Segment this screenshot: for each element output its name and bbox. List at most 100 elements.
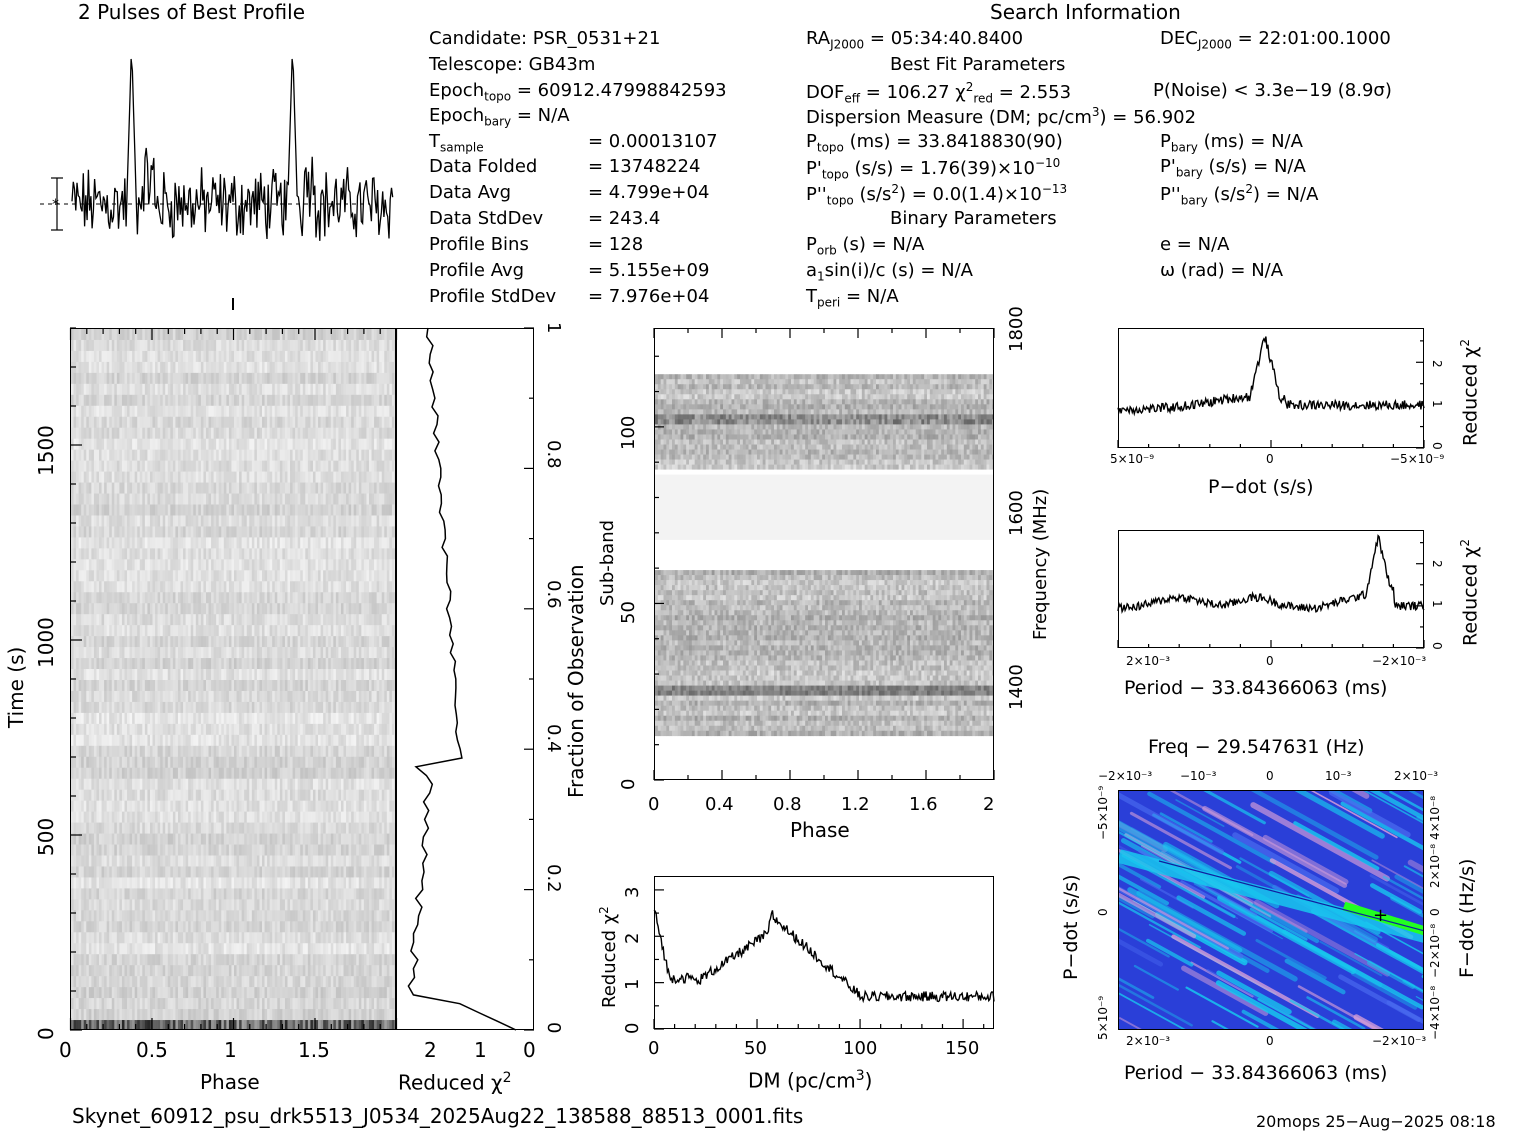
time-phase-cell [106,416,110,429]
time-phase-cell [211,427,214,439]
time-phase-cell [88,405,92,418]
time-phase-cell [300,405,304,418]
time-phase-cell [391,416,395,429]
time-phase-cell [297,460,301,472]
time-phase-cell [137,427,141,439]
time-phase-cell [76,416,79,429]
time-phase-cell [76,394,79,407]
time-phase-cell [193,372,197,385]
time-phase-cell [356,427,360,439]
time-phase-cell [307,372,311,385]
time-phase-cell [200,339,204,352]
time-phase-cell [93,339,97,352]
time-phase-cell [81,394,85,407]
time-phase-cell [109,361,113,374]
time-phase-cell [106,372,110,385]
time-phase-cell [216,449,220,461]
time-phase-cell [264,449,268,461]
time-phase-cell [78,361,82,374]
time-phase-cell [149,372,153,385]
time-phase-cell [305,438,309,450]
time-phase-cell [333,350,337,363]
time-phase-cell [188,372,192,385]
time-phase-cell [73,372,77,385]
time-phase-cell [381,438,385,450]
time-phase-cell [239,394,242,407]
time-phase-cell [152,416,156,429]
time-phase-cell [356,438,360,450]
time-phase-cell [374,405,377,418]
time-phase-cell [193,383,197,396]
time-phase-cell [190,329,194,341]
info-left-row: Data Folded [429,156,538,177]
time-phase-cell [91,416,95,429]
time-phase-cell [325,471,329,483]
time-phase-cell [172,427,176,439]
time-phase-cell [381,471,385,483]
time-phase-cell [99,427,102,439]
time-phase-cell [236,329,240,341]
time-phase-cell [310,361,314,374]
time-phase-cell [287,394,291,407]
time-phase-cell [374,372,377,385]
time-phase-cell [234,471,237,483]
time-phase-cell [101,339,105,352]
time-phase-cell [205,361,209,374]
time-phase-cell [274,372,278,385]
time-phase-cell [351,383,355,396]
time-phase-cell [116,339,120,352]
time-phase-cell [353,394,357,407]
time-phase-cell [81,405,85,418]
time-phase-cell [172,394,176,407]
time-phase-cell [239,427,242,439]
time-phase-cell [99,339,102,352]
time-phase-cell [366,329,370,341]
time-phase-cell [376,394,380,407]
time-phase-cell [323,427,326,439]
time-phase-cell [353,383,357,396]
time-phase-cell [152,438,156,450]
time-phase-cell [335,460,339,472]
time-phase-cell [391,427,395,439]
time-phase-cell [157,416,161,429]
time-phase-cell [96,482,100,494]
time-phase-cell [96,339,100,352]
time-phase-cell [208,438,212,450]
time-phase-cell [338,427,342,439]
time-phase-cell [269,339,273,352]
time-phase-cell [366,438,370,450]
time-phase-cell [198,449,202,461]
time-phase-cell [318,427,321,439]
time-phase-cell [83,438,87,450]
time-phase-cell [129,427,133,439]
time-phase-cell [391,394,395,407]
time-phase-cell [310,394,314,407]
time-phase-cell [195,471,199,483]
time-phase-cell [76,460,79,472]
time-phase-cell [338,449,342,461]
time-phase-cell [226,383,230,396]
time-phase-cell [348,471,352,483]
time-phase-cell [228,471,232,483]
time-phase-cell [149,350,153,363]
time-phase-cell [343,329,347,341]
time-phase-cell [114,339,118,352]
time-phase-cell [363,438,367,450]
time-phase-cell [226,416,230,429]
time-phase-cell [152,361,156,374]
time-phase-cell [155,449,158,461]
time-phase-cell [73,405,77,418]
time-phase-cell [318,372,321,385]
time-phase-cell [320,460,324,472]
time-phase-cell [142,416,146,429]
time-phase-cell [251,471,255,483]
time-phase-cell [170,460,174,472]
time-phase-cell [188,329,192,341]
time-phase-cell [320,427,324,439]
time-phase-cell [203,471,207,483]
time-phase-cell [114,383,118,396]
time-phase-cell [343,416,347,429]
time-phase-cell [127,350,130,363]
time-phase-cell [124,372,128,385]
time-phase-cell [386,460,390,472]
